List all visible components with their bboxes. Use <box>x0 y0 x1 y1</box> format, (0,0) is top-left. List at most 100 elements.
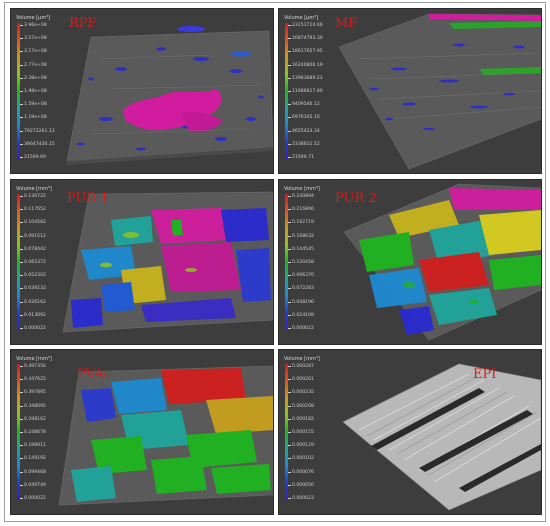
legend-tick-label: 0.000076 <box>288 469 314 475</box>
legend-tick-label: 2.77e+08 <box>20 62 47 68</box>
legend-tick-label: 0.048196 <box>288 299 314 305</box>
legend-color-bar <box>17 364 20 500</box>
legend-title: Volume [μm³] <box>284 15 319 21</box>
legend-tick-label: 3.57e+08 <box>20 36 47 42</box>
legend-tick-label: 23151714.66 <box>288 23 323 28</box>
legend-tick-label: 0.013092 <box>20 312 46 318</box>
pvac-volume-render <box>58 365 273 506</box>
legend-tick-label: 0.149192 <box>20 456 46 462</box>
legend-tick-label: 13963689.23 <box>288 75 323 81</box>
legend-tick-label: 0.024109 <box>288 312 314 318</box>
legend-tick-label: 16240800.19 <box>288 62 323 68</box>
legend-tick-label: 0.248678 <box>20 430 46 435</box>
legend-title: Volume [mm³] <box>16 356 52 362</box>
legend-color-bar <box>285 194 288 330</box>
legend-tick-label: 39647430.15 <box>20 141 55 147</box>
panel-label-rpf: RPF <box>69 16 97 31</box>
legend-tick-label: 0.000155 <box>288 430 314 435</box>
legend-tick-label: 0.078442 <box>20 246 46 252</box>
legend-tick-label: 2338611.52 <box>288 141 320 147</box>
legend-tick-label: 0.026162 <box>20 299 46 305</box>
legend-tick-label: 0.168632 <box>288 233 314 239</box>
legend-tick-label: 0.096370 <box>288 273 314 279</box>
panel-label-mf: MF <box>335 16 358 31</box>
legend-tick-label: 0.298162 <box>20 416 46 422</box>
rpf-volume-render <box>66 26 273 165</box>
legend-tick-label: 0.000182 <box>288 416 314 422</box>
mf-color-legend: Volume [μm³] 23151714.66 20874793.30 18617… <box>283 15 341 160</box>
panel-pur1: Volume [mm³] 0.130722 0.117652 0.104582 0.0… <box>10 179 274 345</box>
legend-tick-label: 0.198911 <box>20 443 46 449</box>
legend-tick-label: 0.348095 <box>20 403 46 409</box>
legend-tick-label: 0.240894 <box>288 194 314 199</box>
legend-tick-label: 1.59e+08 <box>20 102 47 108</box>
legend-tick-label: 0.000129 <box>288 443 314 449</box>
panel-label-pur1: PUR 1 <box>67 191 109 206</box>
pur1-volume-render <box>62 191 273 333</box>
legend-tick-label: 0.104582 <box>20 220 46 226</box>
legend-tick-label: 0.072283 <box>288 286 314 292</box>
legend-tick-label: 21599.69 <box>20 155 46 160</box>
legend-tick-label: 0.052302 <box>20 273 46 279</box>
legend-title: Volume [mm³] <box>16 186 52 192</box>
legend-tick-label: 11686617.80 <box>288 89 323 94</box>
legend-color-bar <box>285 23 288 159</box>
legend-tick-label: 0.120458 <box>288 260 314 265</box>
legend-tick-label: 0.049749 <box>20 482 46 488</box>
pvac-color-legend: Volume [mm³] 0.497356 0.447625 0.397895 0.3… <box>15 356 73 501</box>
panel-pvac: Volume [mm³] 0.497356 0.447625 0.397895 0.3… <box>10 349 274 515</box>
legend-color-bar <box>285 364 288 500</box>
legend-title: Volume [μm³] <box>16 15 51 21</box>
panel-rpf: Volume [μm³] 3.96e+08 3.57e+08 3.17e+08 2.7… <box>10 8 274 174</box>
pur2-volume-render <box>343 183 541 341</box>
legend-tick-label: 0.039232 <box>20 286 46 292</box>
legend-tick-label: 0.000235 <box>288 390 314 396</box>
legend-tick-label: 4655423.34 <box>288 128 320 134</box>
panel-label-epi: EPI <box>473 367 497 382</box>
legend-tick-label: 2.38e+08 <box>20 75 47 81</box>
panel-label-pur2: PUR 2 <box>335 191 377 206</box>
legend-tick-label: 3.96e+08 <box>20 23 47 28</box>
legend-tick-label: 1.98e+08 <box>20 89 47 94</box>
rpf-color-legend: Volume [μm³] 3.96e+08 3.57e+08 3.17e+08 2.7… <box>15 15 73 160</box>
mf-volume-render <box>338 13 541 170</box>
panel-mf: Volume [μm³] 23151714.66 20874793.30 18617… <box>278 8 542 174</box>
epi-color-legend: Volume [mm³] 0.000287 0.000261 0.000235 0.0… <box>283 356 341 501</box>
legend-tick-label: 0.000022 <box>20 326 46 331</box>
legend-title: Volume [mm³] <box>284 186 320 192</box>
legend-tick-label: 0.099468 <box>20 469 46 475</box>
pur1-color-legend: Volume [mm³] 0.130722 0.117652 0.104582 0.0… <box>15 186 73 331</box>
panel-pur2: Volume [mm³] 0.240894 0.216806 0.192719 0.1… <box>278 179 542 345</box>
legend-title: Volume [mm³] <box>284 356 320 362</box>
legend-tick-label: 0.065372 <box>20 260 46 265</box>
legend-tick-label: 0.216806 <box>288 207 314 213</box>
legend-tick-label: 0.117652 <box>20 207 46 213</box>
legend-color-bar <box>17 194 20 330</box>
legend-tick-label: 0.192719 <box>288 220 314 226</box>
legend-tick-label: 20874793.30 <box>288 36 323 42</box>
legend-tick-label: 0.397895 <box>20 390 46 396</box>
legend-tick-label: 0.000287 <box>288 364 314 369</box>
epi-surface-render <box>342 363 541 511</box>
panel-label-pvac: PVAc <box>77 367 111 382</box>
legend-tick-label: 0.000023 <box>288 496 314 501</box>
legend-tick-label: 0.000208 <box>288 403 314 409</box>
legend-tick-label: 18617657.95 <box>288 49 323 55</box>
legend-tick-label: 0.447625 <box>20 377 46 383</box>
legend-tick-label: 0.000102 <box>288 456 314 462</box>
legend-tick-label: 0.091512 <box>20 233 46 239</box>
legend-tick-label: 0.497356 <box>20 364 46 369</box>
figure-frame: Volume [μm³] 3.96e+08 3.57e+08 3.17e+08 2.7… <box>4 2 546 522</box>
legend-tick-label: 0.000050 <box>288 482 314 488</box>
legend-tick-label: 79272261.13 <box>20 128 55 134</box>
legend-tick-label: 1.19e+08 <box>20 115 47 121</box>
legend-tick-label: 0.144545 <box>288 246 314 252</box>
pur2-color-legend: Volume [mm³] 0.240894 0.216806 0.192719 0.1… <box>283 186 341 331</box>
legend-tick-label: 9409546.12 <box>288 102 320 108</box>
legend-tick-label: 0.000261 <box>288 377 314 383</box>
legend-tick-label: 3.17e+08 <box>20 49 47 55</box>
legend-tick-label: 0.130722 <box>20 194 46 199</box>
legend-color-bar <box>17 23 20 159</box>
legend-tick-label: 21599.71 <box>288 155 314 160</box>
legend-tick-label: 0.000022 <box>288 326 314 331</box>
